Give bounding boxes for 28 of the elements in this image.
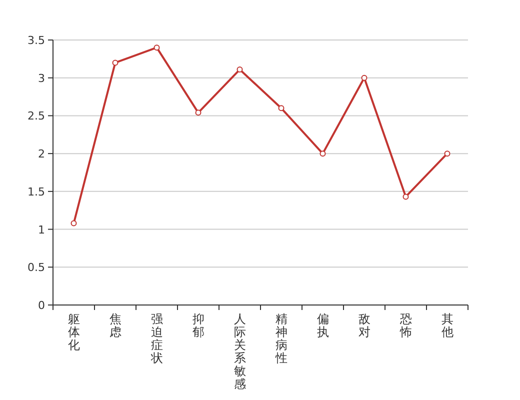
point <box>278 105 284 112</box>
y-tick-label: 0.5 <box>28 261 45 274</box>
y-tick-label: 2 <box>38 148 45 161</box>
x-tick-label: 其他 <box>441 312 454 339</box>
point <box>444 150 450 157</box>
point <box>154 44 160 51</box>
point <box>361 74 368 81</box>
y-tick-label: 3.5 <box>28 34 45 47</box>
y-tick-label: 1 <box>38 223 45 236</box>
x-tick-label: 敌对 <box>358 312 370 339</box>
y-tick-label: 0 <box>38 299 45 312</box>
x-tick-label: 恐怖 <box>398 312 412 339</box>
x-tick-label: 人际关系敏感 <box>234 312 246 391</box>
x-tick-label: 躯体化 <box>68 312 80 352</box>
x-tick-label: 强迫症状 <box>150 312 163 365</box>
point <box>70 220 77 226</box>
point <box>320 150 326 157</box>
x-tick-label: 抑郁 <box>192 312 204 339</box>
x-tick-label: 精神病性 <box>274 312 288 365</box>
x-tick-label: 焦虑 <box>109 312 122 339</box>
point <box>195 110 202 116</box>
point <box>236 66 243 73</box>
x-tick-label: 偏执 <box>316 312 329 339</box>
point <box>112 60 118 66</box>
y-tick-label: 1.5 <box>28 185 45 198</box>
point <box>402 194 409 200</box>
y-tick-label: 3 <box>38 72 45 85</box>
y-tick-label: 2.5 <box>28 110 45 123</box>
